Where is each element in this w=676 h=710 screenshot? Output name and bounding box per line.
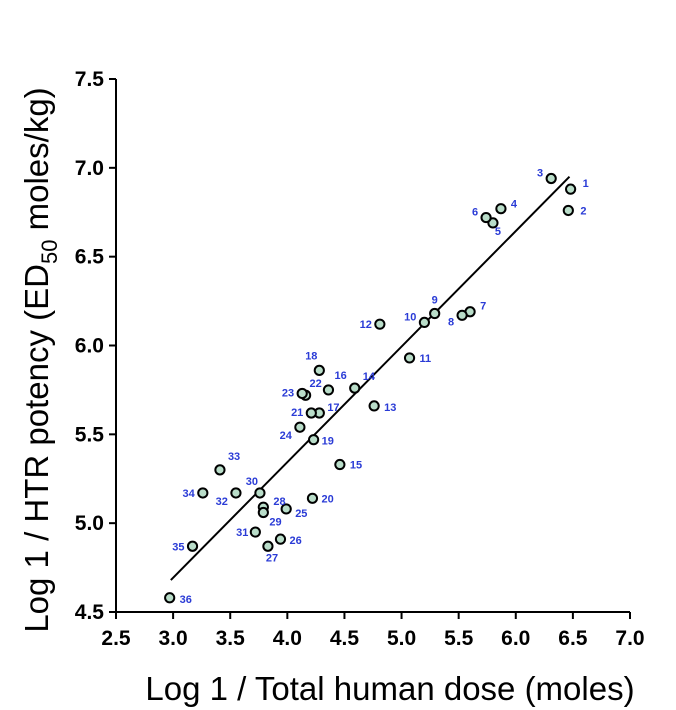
data-point-10 <box>418 316 430 329</box>
data-point-2 <box>562 204 574 217</box>
point-label-15: 15 <box>350 460 362 472</box>
data-point-24 <box>294 421 306 433</box>
point-label-24: 24 <box>280 430 293 442</box>
y-axis-title-main: Log 1 / HTR potency (ED <box>18 264 55 633</box>
data-point-13 <box>368 400 380 412</box>
data-point-32 <box>230 487 242 499</box>
data-point-23 <box>296 387 308 400</box>
data-point-8 <box>456 309 468 321</box>
point-label-31: 31 <box>236 527 248 539</box>
point-label-11: 11 <box>420 353 432 365</box>
data-point-20 <box>306 492 319 504</box>
point-label-16: 16 <box>334 370 346 382</box>
y-tick-label: 7.0 <box>75 157 104 180</box>
point-label-27: 27 <box>266 552 278 564</box>
axes: 4.5 5.0 5.5 6.0 6.5 7.0 7.5 2.5 3.0 3.5 4.0 4.5 5.0 5… <box>75 68 645 650</box>
svg-text:Log 1 / HTR potency (ED50 mol: Log 1 / HTR potency (ED50 moles/kg) <box>18 87 62 632</box>
data-points: 1234567891011121314151617181920212223242… <box>164 167 589 606</box>
point-label-8: 8 <box>448 316 454 328</box>
data-point-34 <box>197 487 209 499</box>
data-point-11 <box>403 352 416 364</box>
data-point-15 <box>334 458 346 471</box>
data-point-14 <box>349 382 361 394</box>
data-point-16 <box>322 384 335 396</box>
data-point-4 <box>495 203 507 215</box>
x-tick-label: 3.0 <box>159 627 188 650</box>
point-label-22: 22 <box>309 378 321 390</box>
point-label-4: 4 <box>511 199 518 211</box>
x-tick-label: 5.0 <box>387 627 416 650</box>
data-point-21 <box>305 407 317 419</box>
point-label-30: 30 <box>246 476 258 488</box>
x-tick-label: 3.5 <box>216 627 246 650</box>
y-tick-label: 6.5 <box>75 246 105 269</box>
data-point-36 <box>164 592 176 604</box>
data-point-31 <box>249 526 261 538</box>
data-point-29 <box>257 506 269 519</box>
point-label-6: 6 <box>472 207 478 219</box>
y-tick-label: 7.5 <box>75 68 105 91</box>
data-point-27 <box>262 540 274 552</box>
point-label-10: 10 <box>404 311 416 323</box>
point-label-17: 17 <box>327 402 339 414</box>
point-label-14: 14 <box>363 371 376 383</box>
data-point-25 <box>280 503 292 515</box>
point-label-2: 2 <box>580 205 586 217</box>
point-label-20: 20 <box>321 493 333 505</box>
data-point-12 <box>374 318 386 330</box>
point-label-12: 12 <box>360 319 372 331</box>
x-tick-label: 2.5 <box>101 627 131 650</box>
x-tick-label: 6.0 <box>501 627 530 650</box>
data-point-6 <box>480 211 492 224</box>
x-tick-label: 7.0 <box>615 627 644 650</box>
y-tick-label: 5.5 <box>75 423 105 446</box>
fit-line <box>170 176 571 581</box>
y-tick-label: 4.5 <box>75 601 105 624</box>
point-label-13: 13 <box>384 402 396 414</box>
y-axis-title-subscript: 50 <box>37 240 62 264</box>
point-label-5: 5 <box>495 226 501 238</box>
data-point-19 <box>308 434 320 446</box>
y-tick-label: 5.0 <box>75 512 104 535</box>
fit-line-group <box>170 176 571 581</box>
point-label-3: 3 <box>537 167 543 179</box>
point-label-32: 32 <box>216 496 228 508</box>
y-tick-label: 6.0 <box>75 335 104 358</box>
data-point-33 <box>214 464 226 476</box>
y-axis-title-unit: moles/kg) <box>18 87 55 239</box>
point-label-7: 7 <box>480 301 486 313</box>
x-tick-label: 5.5 <box>444 627 474 650</box>
x-axis-title: Log 1 / Total human dose (moles) <box>145 670 634 707</box>
point-label-35: 35 <box>172 541 184 553</box>
data-point-35 <box>186 540 199 552</box>
point-label-26: 26 <box>289 535 301 547</box>
x-tick-label: 4.5 <box>330 627 360 650</box>
point-label-21: 21 <box>291 407 303 419</box>
data-point-9 <box>429 307 441 320</box>
point-label-29: 29 <box>269 517 281 529</box>
data-point-1 <box>565 183 577 195</box>
point-label-36: 36 <box>180 594 192 606</box>
point-label-18: 18 <box>305 350 317 362</box>
data-point-18 <box>313 364 325 376</box>
point-label-9: 9 <box>432 295 438 307</box>
point-label-34: 34 <box>183 488 196 500</box>
point-label-19: 19 <box>322 436 334 448</box>
point-label-33: 33 <box>228 451 240 463</box>
data-point-30 <box>254 487 266 499</box>
data-point-3 <box>545 172 557 185</box>
x-tick-label: 6.5 <box>558 627 588 650</box>
y-axis-title: Log 1 / HTR potency (ED50 moles/kg) <box>18 87 62 632</box>
point-label-25: 25 <box>295 508 307 520</box>
data-point-26 <box>274 533 287 545</box>
x-tick-label: 4.0 <box>273 627 302 650</box>
point-label-23: 23 <box>282 387 294 399</box>
point-label-28: 28 <box>273 496 285 508</box>
point-label-1: 1 <box>583 178 589 190</box>
